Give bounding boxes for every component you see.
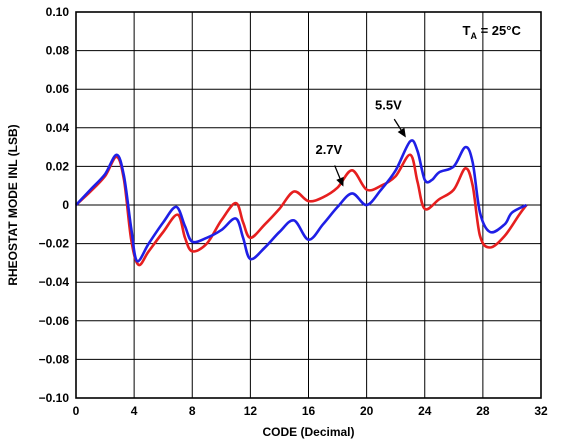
y-tick-label: −0.06 — [39, 314, 70, 328]
y-tick-label: 0.02 — [46, 159, 70, 173]
temperature-suffix: = 25°C — [477, 23, 521, 38]
y-tick-label: 0.06 — [46, 82, 70, 96]
y-tick-label: −0.10 — [39, 391, 70, 405]
series-line-2-7v — [75, 153, 528, 267]
y-tick-label: 0.08 — [46, 44, 70, 58]
plot-frame — [75, 11, 542, 399]
x-tick-label: 32 — [534, 404, 548, 418]
y-tick-label: 0.04 — [46, 121, 70, 135]
x-tick-label: 20 — [360, 404, 374, 418]
series-label-5-5v: 5.5V — [375, 97, 402, 112]
series-line-5-5v — [75, 139, 528, 263]
y-tick-label: 0 — [62, 198, 69, 212]
series-lines — [75, 139, 528, 267]
grid-lines — [76, 12, 541, 398]
y-tick-label: −0.02 — [39, 237, 70, 251]
x-tick-label: 4 — [131, 404, 138, 418]
x-tick-label: 0 — [73, 404, 80, 418]
y-axis-title: RHEOSTAT MODE INL (LSB) — [6, 124, 20, 285]
y-tick-label: −0.04 — [39, 275, 70, 289]
arrow-2-7v — [334, 165, 341, 179]
x-tick-label: 24 — [418, 404, 432, 418]
arrow-5-5v — [393, 118, 402, 131]
y-tick-label: −0.08 — [39, 352, 70, 366]
x-tick-label: 16 — [302, 404, 316, 418]
temperature-subscript: A — [470, 31, 477, 41]
x-tick-label: 28 — [476, 404, 490, 418]
temperature-annotation: TA = 25°C — [463, 23, 522, 41]
x-tick-label: 12 — [244, 404, 258, 418]
x-tick-labels: 0 4 8 12 16 20 24 28 32 — [73, 404, 548, 418]
x-tick-label: 8 — [189, 404, 196, 418]
x-axis-title: CODE (Decimal) — [262, 425, 354, 439]
series-label-2-7v: 2.7V — [315, 142, 342, 157]
y-tick-label: 0.10 — [46, 5, 70, 19]
arrowhead-5-5v — [397, 127, 406, 138]
y-tick-labels: 0.10 0.08 0.06 0.04 0.02 0 −0.02 −0.04 −0.06 −0.0… — [39, 5, 70, 405]
arrowhead-2-7v — [336, 176, 344, 187]
series-callouts: 5.5V 2.7V — [315, 97, 406, 187]
temperature-prefix: T — [463, 23, 471, 38]
